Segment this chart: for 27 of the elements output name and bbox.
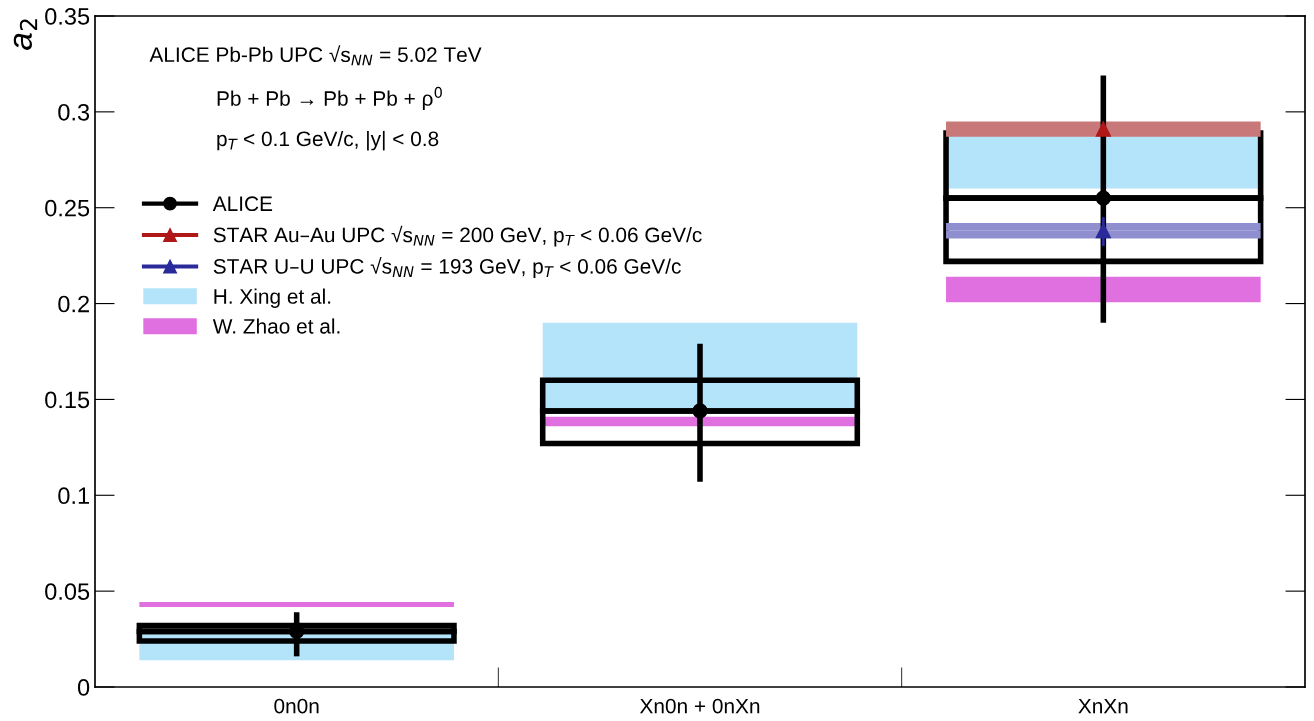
bar — [139, 602, 454, 608]
y-tick-label: 0.35 — [45, 8, 90, 25]
y-tick-label: 0.3 — [58, 103, 90, 121]
annotation: p$_{T}$ < 0.1 GeV/c, |y| < 0.8 — [217, 130, 439, 151]
annotation: Pb + Pb → Pb + Pb + ρ$^{0}$ — [217, 86, 442, 110]
bar — [542, 416, 858, 427]
y-tick-label: 0.2 — [58, 295, 89, 313]
y-tick-label: 0.25 — [45, 199, 90, 217]
annotation: ALICE Pb-Pb UPC √s$_{NN}$ = 5.02 TeV — [149, 45, 482, 66]
y-tick-label: 0.15 — [45, 391, 90, 409]
y-tick-label: 0 — [77, 679, 90, 696]
point — [692, 403, 708, 419]
x-tick-label: XnXn — [1078, 698, 1128, 714]
legend-label: STAR Au–Au UPC √s$_{NN}$ = 200 GeV, p$_{T}$ < 0.06 GeV/c — [213, 225, 702, 247]
x-tick-label: Xn0n + 0nXn — [639, 698, 760, 714]
point — [1095, 223, 1111, 239]
y-tick-label: 0.05 — [45, 583, 90, 600]
x-tick-label: 0n0n — [274, 698, 319, 714]
legend-label: H. Xing et al. — [214, 288, 331, 308]
point — [1095, 121, 1111, 137]
y-axis-title: a$_{2}$ — [13, 19, 38, 50]
legend-label: W. Zhao et al. — [212, 318, 340, 334]
y-tick-label: 0.1 — [58, 487, 89, 505]
legend-label: ALICE — [212, 196, 273, 212]
point — [1095, 190, 1111, 206]
bar — [946, 276, 1261, 303]
legend-label: STAR U–U UPC √s$_{NN}$ = 193 GeV, p$_{T}$ < 0.06 GeV/c — [213, 257, 681, 278]
